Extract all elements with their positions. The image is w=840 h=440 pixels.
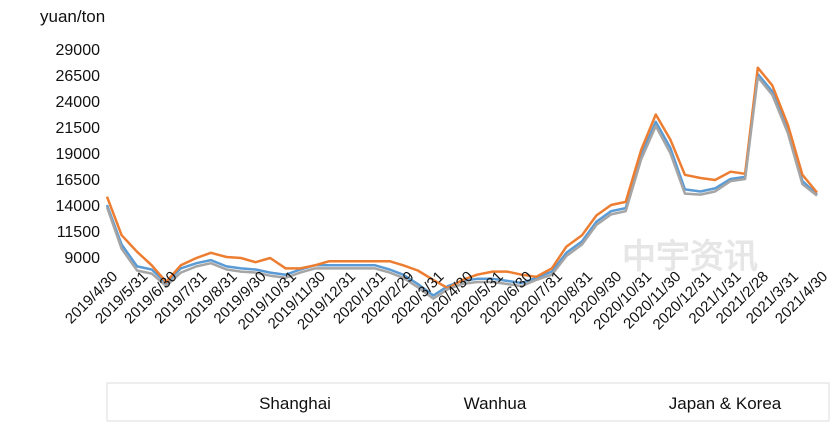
legend-box — [106, 382, 830, 422]
y-tick-label: 9000 — [64, 250, 100, 267]
watermark: 中宇资讯 — [622, 238, 758, 276]
y-tick-label: 16500 — [56, 172, 101, 189]
series-line — [105, 75, 818, 300]
legend-label: Japan & Korea — [669, 394, 782, 413]
y-tick-label: 14000 — [56, 198, 101, 215]
series-line — [105, 66, 818, 290]
y-axis-label: yuan/ton — [40, 7, 105, 26]
y-tick-label: 11500 — [57, 224, 100, 241]
y-tick-label: 19000 — [56, 146, 101, 163]
y-tick-label: 29000 — [56, 42, 101, 59]
legend-label: Shanghai — [259, 394, 331, 413]
y-tick-label: 21500 — [56, 120, 101, 137]
legend-label: Wanhua — [464, 394, 527, 413]
y-tick-label: 26500 — [56, 68, 101, 85]
y-tick-label: 24000 — [56, 94, 101, 111]
